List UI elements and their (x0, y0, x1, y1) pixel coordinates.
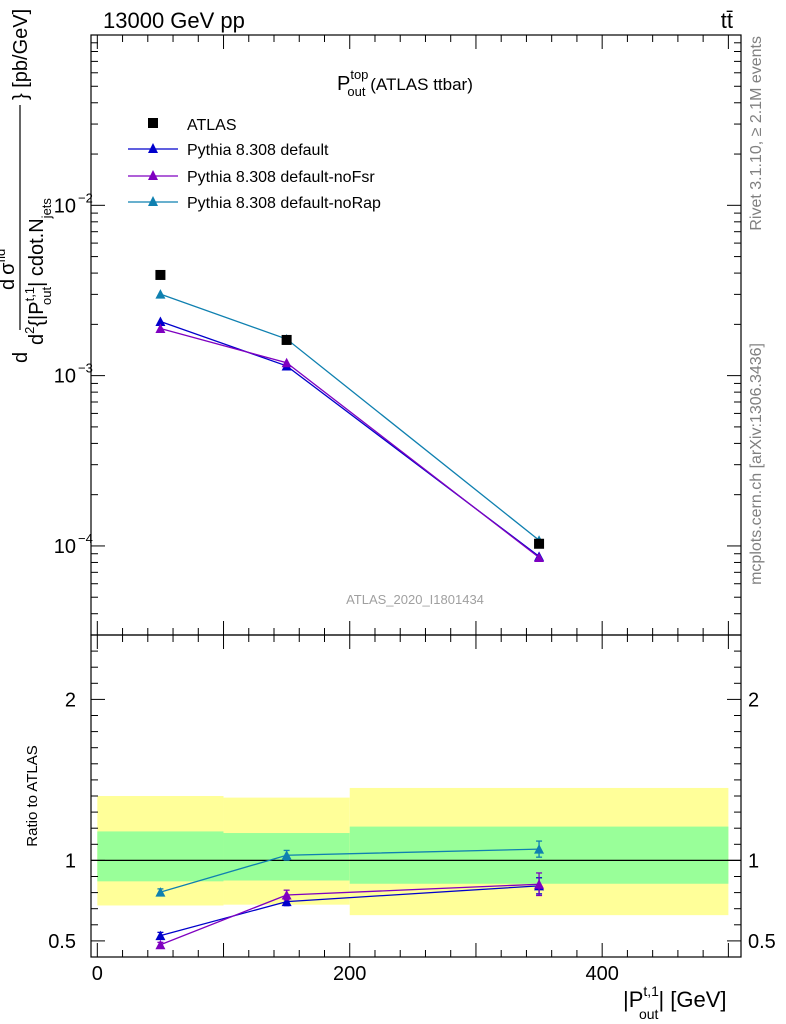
ylabel-d: d (10, 352, 32, 363)
y-tick-exponent: −2 (78, 190, 93, 205)
title-main: P (337, 73, 350, 95)
legend-marker-default (148, 143, 158, 153)
ratio-marker-2 (534, 844, 545, 854)
ylabel-num-sup: fid (0, 249, 8, 263)
ratio-y-tick-label-left: 0.5 (48, 931, 76, 953)
ratio-ticks: 0 200 400 2 2 1 1 0.5 0.5 (48, 35, 776, 985)
xlabel-pre: |P (623, 987, 643, 1012)
ylabel-d2: d (26, 334, 48, 345)
ratio-panel: 0 200 400 2 2 1 1 0.5 0.5 Ratio to ATLAS (24, 35, 776, 985)
ylabel-den-sub: out (39, 286, 54, 304)
ratio-y-tick-label-left: 2 (65, 689, 76, 711)
title-rest: (ATLAS ttbar) (366, 75, 473, 94)
legend-label-data: ATLAS (187, 117, 237, 134)
ratio-y-tick-label-left: 1 (65, 850, 76, 872)
legend-label-nofsr: Pythia 8.308 default-noFsr (187, 169, 375, 186)
ylabel-two: 2 (22, 327, 37, 334)
legend-item-nofsr: Pythia 8.308 default-noFsr (128, 169, 375, 186)
xlabel-sup: t,1 (643, 983, 659, 999)
ylabel-units: } [pb/GeV] (10, 9, 32, 100)
y-tick-exponent: −3 (78, 361, 93, 376)
legend-label-norap: Pythia 8.308 default-noRap (187, 195, 381, 212)
main-panel: 10−210−310−4 Ptop out (ATLAS ttbar) ATLAS… (0, 9, 742, 636)
y-tick-exponent: −4 (78, 531, 93, 546)
ylabel-num-sigma: σ (0, 262, 19, 275)
plot-title: Ptop out (ATLAS ttbar) (337, 67, 473, 99)
data-marker (281, 334, 292, 345)
energy-label: 13000 GeV pp (103, 8, 245, 33)
ratio-y-tick-label-right: 0.5 (748, 931, 776, 953)
ylabel-num-d: d (0, 279, 19, 290)
title-sup: top (350, 67, 368, 82)
series-marker-1 (155, 323, 166, 334)
ratio-marker-2 (281, 850, 292, 860)
data-marker (155, 269, 166, 280)
ylabel-den-sup: t,1 (22, 287, 37, 301)
series-marker-0 (155, 316, 166, 326)
ratio-marker-1 (534, 879, 545, 889)
xlabel-post: | [GeV] (658, 987, 726, 1012)
ratio-plot-area (91, 787, 741, 950)
x-tick-label: 400 (585, 963, 618, 985)
ratio-ylabel: Ratio to ATLAS (24, 745, 41, 846)
ratio-marker-0 (155, 930, 166, 941)
y-tick-label: 10 (54, 366, 76, 388)
ratio-y-tick-label-right: 2 (748, 689, 759, 711)
ylabel-den-pre: {|P (26, 301, 48, 326)
xlabel: |Pt,1 out| [GeV] (623, 983, 727, 1022)
legend-label-default: Pythia 8.308 default (187, 142, 329, 159)
series-marker-1 (281, 357, 292, 368)
main-plot-area (155, 269, 545, 563)
ratio-y-tick-label-right: 1 (748, 850, 759, 872)
series-marker-2 (155, 289, 166, 299)
main-ticks: 10−210−310−4 (54, 34, 741, 636)
legend-marker-nofsr (148, 170, 158, 180)
ylabel-den-sub2: jets (39, 198, 54, 220)
ylabel-den-post: | cdot.N (26, 218, 48, 287)
y-tick-label: 10 (54, 536, 76, 558)
ratio-marker-2 (155, 887, 166, 897)
legend-item-norap: Pythia 8.308 default-noRap (128, 195, 381, 212)
ratio-marker-0 (281, 896, 292, 907)
data-marker (534, 538, 545, 549)
x-tick-label: 200 (333, 963, 366, 985)
y-tick-label: 10 (54, 195, 76, 217)
series-line-2 (160, 293, 540, 541)
series-line-1 (160, 327, 540, 559)
ratio-marker-1 (155, 939, 166, 950)
process-label: tt̄ (721, 8, 733, 33)
legend-marker-norap (148, 196, 158, 206)
legend-item-default: Pythia 8.308 default (128, 142, 329, 159)
analysis-id-label: ATLAS_2020_I1801434 (346, 592, 484, 607)
title-sub: out (347, 84, 365, 99)
x-tick-label: 0 (92, 963, 103, 985)
legend: ATLAS Pythia 8.308 default Pythia 8.308 … (128, 117, 381, 212)
mcplots-label: mcplots.cern.ch [arXiv:1306.3436] (748, 343, 765, 585)
xlabel-sub: out (639, 1006, 659, 1022)
legend-marker-data (148, 118, 158, 128)
series-line-0 (160, 320, 540, 557)
ylabel-numerator: dσfid (0, 249, 19, 290)
ratio-marker-1 (281, 890, 292, 900)
series-marker-1 (534, 552, 545, 563)
legend-item-data: ATLAS (148, 117, 237, 134)
rivet-label: Rivet 3.1.10, ≥ 2.1M events (748, 36, 765, 231)
uncertainty-band-inner (97, 831, 224, 882)
